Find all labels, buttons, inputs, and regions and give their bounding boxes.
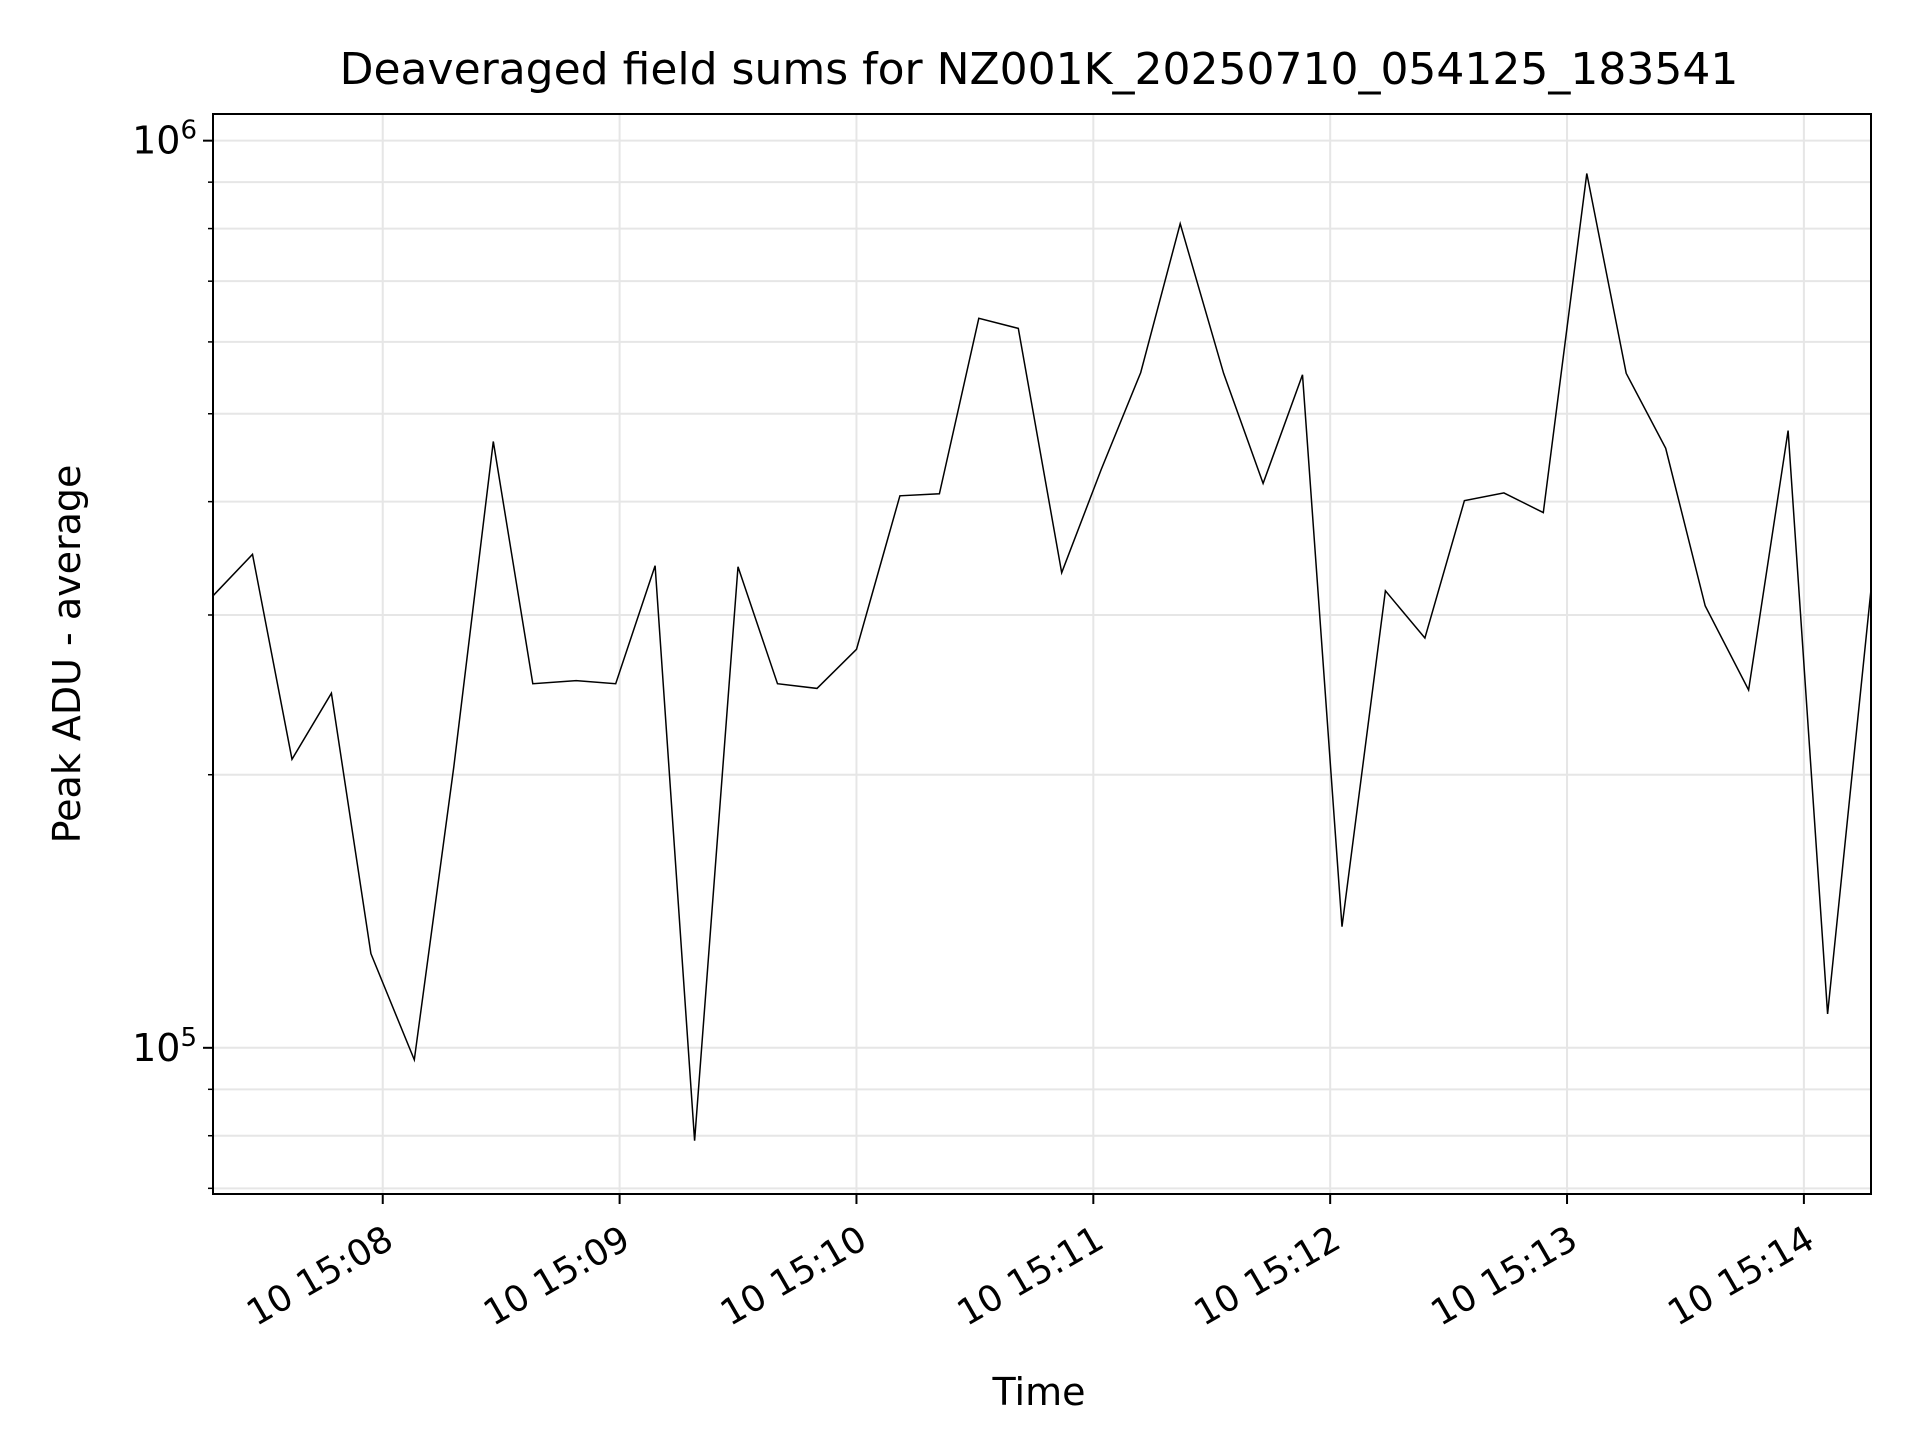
y-tick-label: 105 [132, 1023, 197, 1070]
axis-ticks [203, 139, 1805, 1204]
plot-frame [212, 113, 1872, 1195]
grid [213, 114, 1871, 1194]
line-layer [212, 173, 1872, 1141]
x-axis-label: Time [992, 1370, 1086, 1414]
y-tick-label: 106 [132, 116, 197, 163]
y-axis-label: Peak ADU - average [45, 465, 89, 844]
chart-title: Deaveraged field sums for NZ001K_2025071… [340, 44, 1739, 95]
series-line [212, 173, 1872, 1141]
